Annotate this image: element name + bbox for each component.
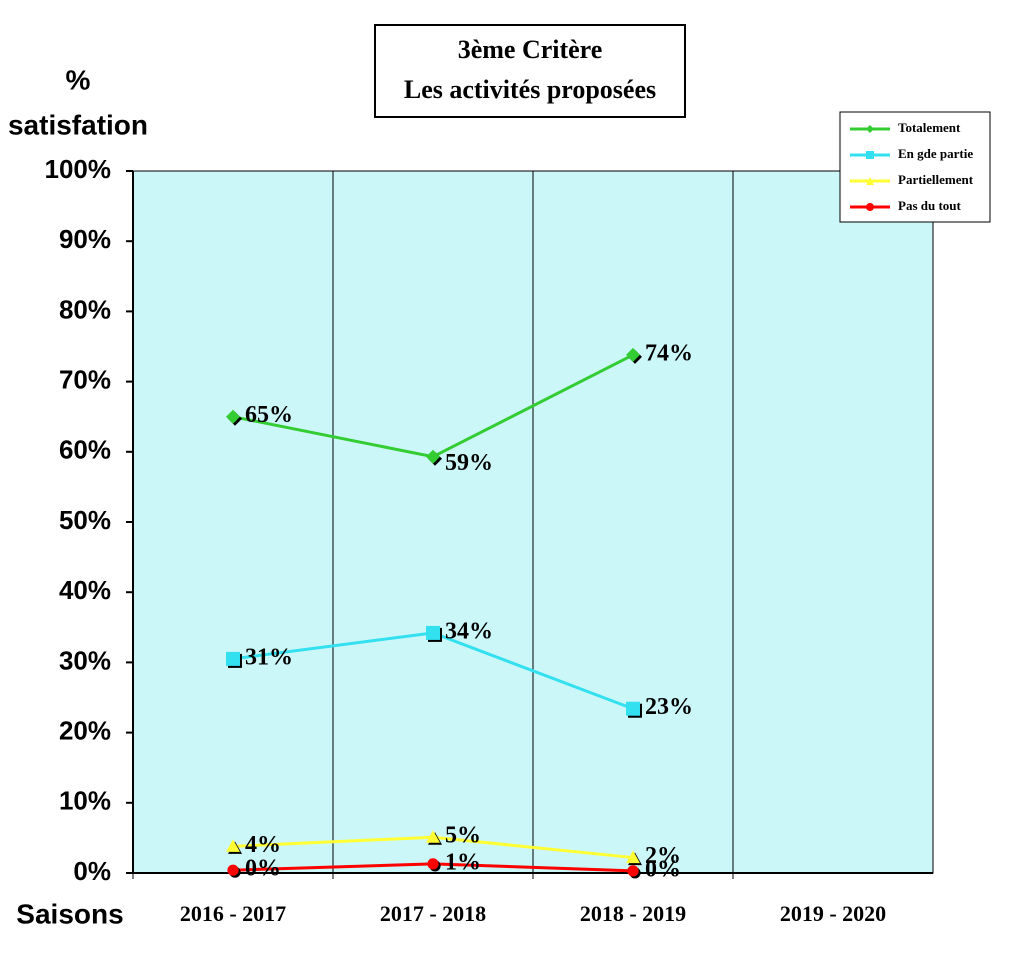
legend-marker — [866, 125, 874, 133]
data-point — [226, 409, 240, 424]
y-axis-label: % — [66, 64, 91, 95]
y-tick-label: 30% — [59, 645, 111, 675]
y-tick-label: 90% — [59, 224, 111, 254]
data-point — [427, 858, 439, 870]
x-tick-label: 2017 - 2018 — [380, 901, 486, 926]
legend-label: Pas du tout — [898, 198, 962, 213]
x-tick-label: 2019 - 2020 — [780, 901, 886, 926]
chart-title: Les activités proposées — [404, 75, 656, 104]
y-tick-label: 100% — [45, 154, 112, 184]
data-point — [226, 651, 240, 666]
data-point — [226, 839, 240, 852]
data-point — [626, 701, 640, 716]
legend-marker — [866, 177, 874, 185]
data-point — [626, 347, 640, 362]
x-tick-label: 2016 - 2017 — [180, 901, 286, 926]
data-point — [227, 864, 239, 876]
legend-label: Partiellement — [898, 172, 974, 187]
y-tick-label: 50% — [59, 505, 111, 535]
y-tick-label: 60% — [59, 435, 111, 465]
data-label: 0% — [645, 856, 681, 882]
data-label: 74% — [645, 340, 693, 366]
legend-marker — [866, 151, 874, 159]
legend-marker — [866, 203, 874, 211]
y-tick-label: 70% — [59, 364, 111, 394]
data-point — [626, 850, 640, 864]
y-tick-label: 40% — [59, 575, 111, 605]
data-label: 0% — [245, 856, 281, 882]
data-label: 65% — [245, 402, 293, 428]
y-tick-label: 80% — [59, 294, 111, 324]
data-point — [426, 830, 440, 843]
data-point — [426, 625, 440, 640]
chart-title: 3ème Critère — [458, 35, 603, 64]
x-tick-label: 2018 - 2019 — [580, 901, 686, 926]
data-point — [426, 449, 440, 464]
y-tick-label: 10% — [59, 786, 111, 816]
data-label: 4% — [245, 832, 281, 858]
legend-label: Totalement — [898, 120, 961, 135]
data-label: 2% — [645, 843, 681, 869]
title-box — [374, 24, 686, 118]
data-point — [627, 865, 639, 877]
y-tick-label: 0% — [73, 856, 111, 886]
y-axis-label: satisfation — [8, 109, 148, 140]
data-label: 1% — [445, 849, 481, 875]
y-tick-label: 20% — [59, 715, 111, 745]
data-label: 59% — [445, 450, 493, 476]
data-label: 23% — [645, 694, 693, 720]
legend-label: En gde partie — [898, 146, 973, 161]
data-label: 34% — [445, 618, 493, 644]
data-label: 31% — [245, 644, 293, 670]
x-axis-label: Saisons — [16, 898, 123, 929]
data-label: 5% — [445, 823, 481, 849]
